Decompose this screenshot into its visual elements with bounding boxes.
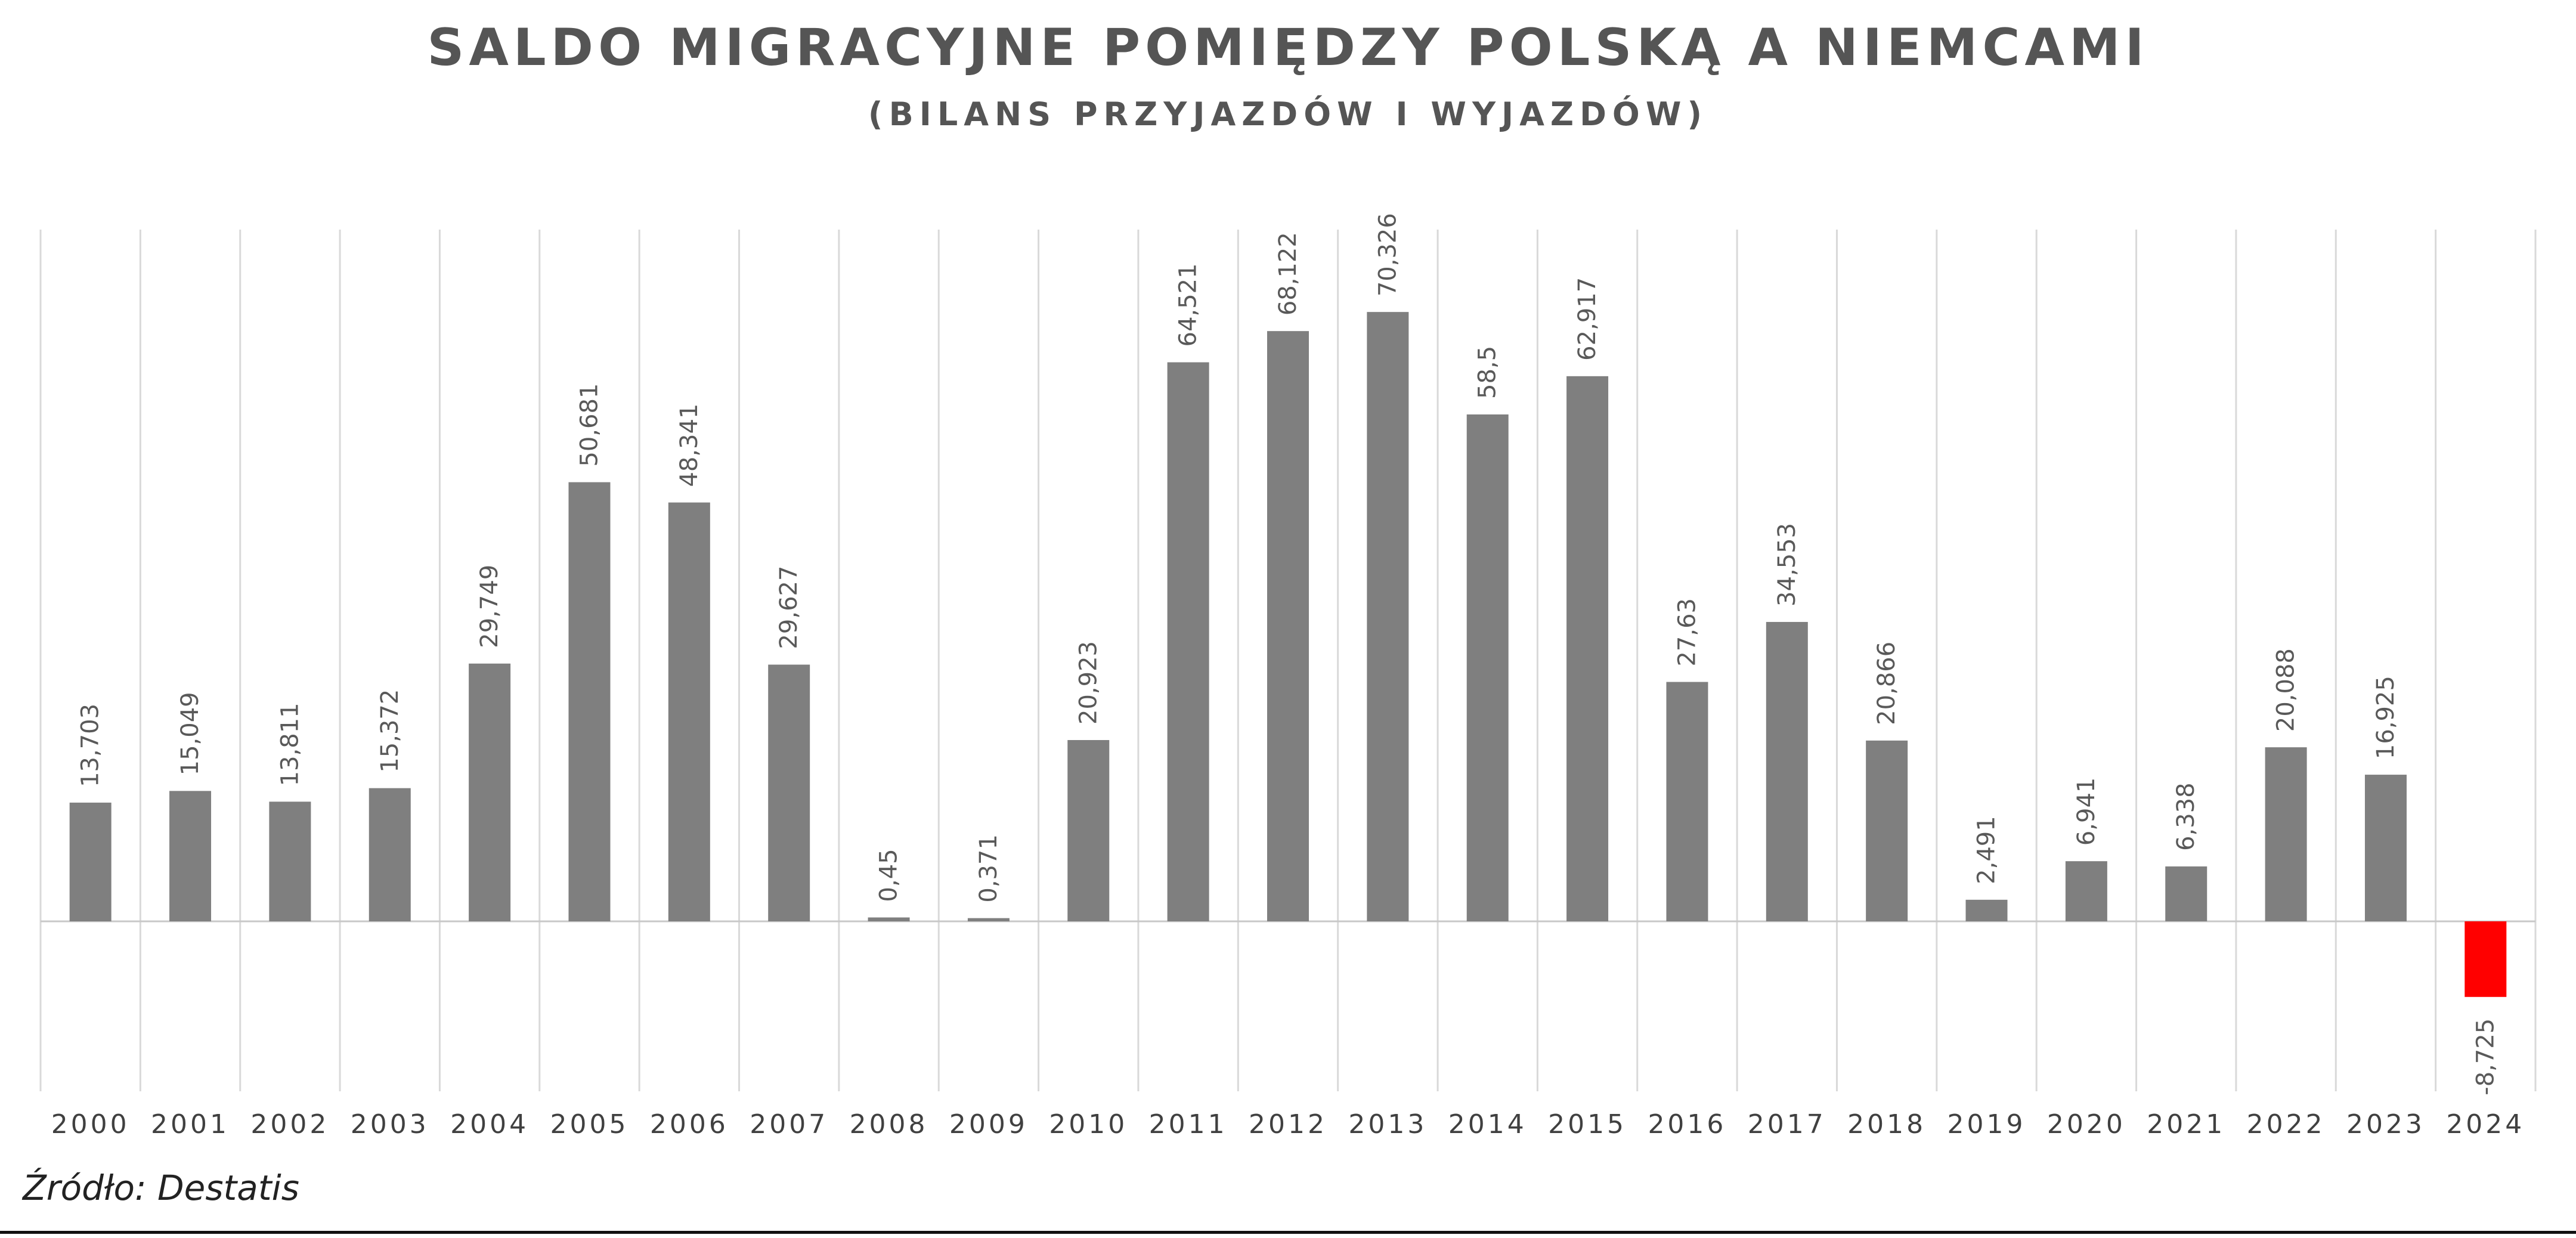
bar — [269, 801, 311, 921]
x-tick-label: 2004 — [450, 1109, 529, 1140]
data-label: 16,925 — [2372, 676, 2399, 759]
x-tick-label: 2005 — [550, 1109, 628, 1140]
bar — [2065, 861, 2107, 921]
bar — [2364, 775, 2407, 921]
bar — [169, 791, 212, 921]
data-label: 20,088 — [2272, 648, 2300, 732]
data-label: 62,917 — [1574, 277, 1601, 361]
x-tick-label: 2007 — [750, 1109, 828, 1140]
data-label: 29,749 — [476, 565, 503, 648]
data-label: 70,326 — [1374, 213, 1401, 296]
x-tick-label: 2001 — [151, 1109, 230, 1140]
x-tick-label: 2021 — [2147, 1109, 2225, 1140]
bar — [1167, 362, 1209, 921]
data-label: 15,372 — [376, 689, 404, 773]
data-label: 20,866 — [1873, 642, 1900, 725]
x-tick-label: 2008 — [850, 1109, 928, 1140]
chart-title: SALDO MIGRACYJNE POMIĘDZY POLSKĄ A NIEMC… — [427, 18, 2149, 78]
data-label: 2,491 — [1973, 816, 2001, 884]
source-note: Źródło: Destatis — [23, 1168, 299, 1208]
x-tick-label: 2003 — [351, 1109, 429, 1140]
bar — [469, 663, 511, 921]
x-tick-label: 2000 — [51, 1109, 130, 1140]
data-label: 48,341 — [676, 404, 703, 487]
bar — [1766, 621, 1808, 921]
bar — [967, 918, 1010, 921]
bar — [69, 802, 112, 921]
bar — [1067, 739, 1110, 921]
x-tick-label: 2022 — [2247, 1109, 2326, 1140]
data-label: 6,338 — [2172, 782, 2200, 851]
bar — [768, 664, 810, 921]
bottom-rule — [0, 1231, 2576, 1234]
x-tick-label: 2020 — [2047, 1109, 2126, 1140]
data-label: 50,681 — [575, 383, 603, 467]
bar — [2464, 921, 2507, 997]
x-tick-label: 2023 — [2346, 1109, 2425, 1140]
chart-subtitle: (BILANS PRZYJAZDÓW I WYJAZDÓW) — [868, 95, 1708, 133]
x-tick-label: 2016 — [1648, 1109, 1726, 1140]
data-label: 13,703 — [77, 704, 104, 787]
data-label: 68,122 — [1274, 232, 1302, 315]
x-tick-label: 2012 — [1249, 1109, 1327, 1140]
bar — [2265, 747, 2307, 921]
x-tick-label: 2010 — [1049, 1109, 1128, 1140]
data-label: 58,5 — [1474, 346, 1501, 399]
x-tick-label: 2024 — [2446, 1109, 2525, 1140]
bar — [568, 482, 611, 921]
data-label: 64,521 — [1175, 264, 1202, 347]
bar — [868, 917, 910, 921]
x-tick-label: 2017 — [1748, 1109, 1826, 1140]
bar — [1666, 682, 1708, 921]
data-label: 29,627 — [775, 566, 803, 649]
data-label: 34,553 — [1773, 523, 1801, 606]
x-tick-label: 2014 — [1448, 1109, 1527, 1140]
x-tick-label: 2011 — [1149, 1109, 1228, 1140]
data-label: 0,45 — [875, 849, 903, 902]
bar — [1566, 376, 1609, 921]
bar — [1866, 740, 1908, 921]
data-label: 27,63 — [1673, 598, 1701, 667]
bar — [369, 788, 411, 921]
x-tick-label: 2015 — [1548, 1109, 1627, 1140]
x-tick-label: 2009 — [949, 1109, 1028, 1140]
x-tick-label: 2019 — [1948, 1109, 2026, 1140]
bar — [1466, 414, 1509, 921]
data-label: 15,049 — [177, 692, 204, 775]
x-tick-label: 2006 — [650, 1109, 729, 1140]
data-label: 13,811 — [276, 702, 304, 786]
data-label: 0,371 — [975, 834, 1002, 903]
bar — [1965, 899, 2008, 921]
x-tick-label: 2018 — [1847, 1109, 1926, 1140]
bar — [1267, 331, 1309, 921]
bar — [2165, 866, 2207, 921]
data-label: 20,923 — [1075, 641, 1102, 725]
bar — [668, 502, 710, 921]
bar — [1367, 312, 1409, 921]
data-label: 6,941 — [2073, 778, 2100, 846]
x-tick-label: 2013 — [1348, 1109, 1427, 1140]
data-label: -8,725 — [2472, 1019, 2499, 1095]
bar-chart: 13,703 2000 15,049 2001 13,811 2002 15,372 2003… — [39, 213, 2537, 1140]
x-tick-label: 2002 — [250, 1109, 329, 1140]
